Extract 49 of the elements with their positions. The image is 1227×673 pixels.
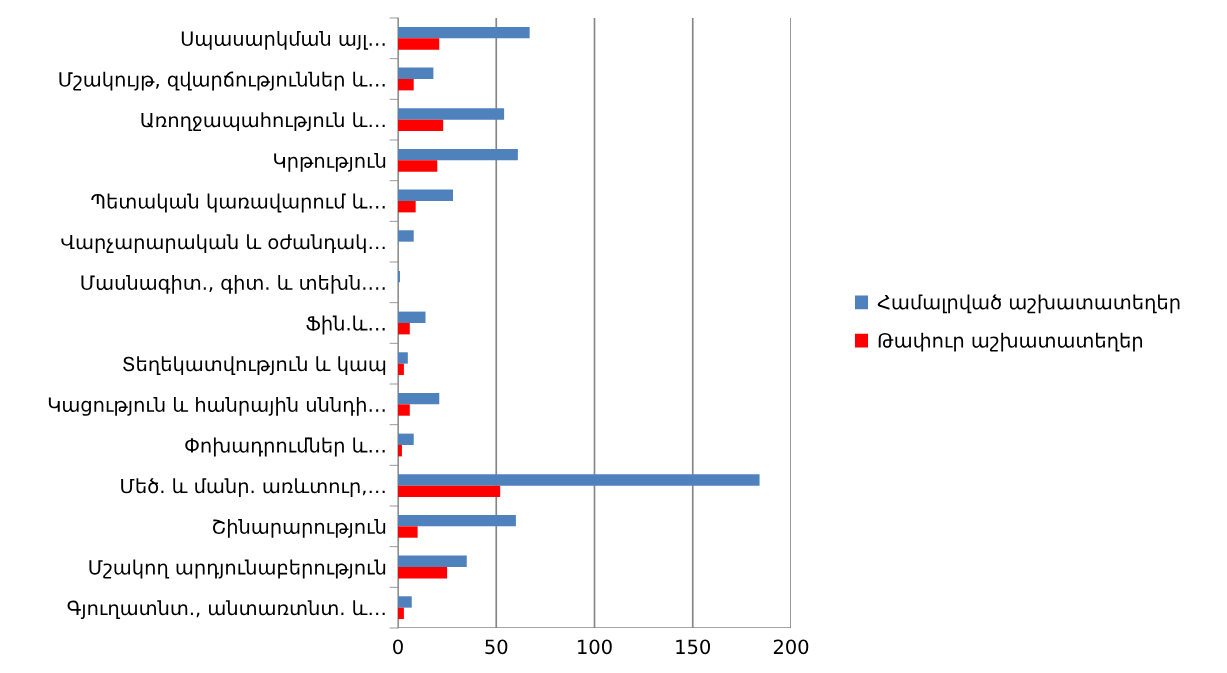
- y-tick-label: Մեծ. և մանր. առևտուր,…: [121, 478, 385, 498]
- x-tick-label: 0: [393, 639, 403, 655]
- bar: [398, 363, 404, 376]
- bar: [398, 119, 444, 132]
- bar: [398, 352, 408, 364]
- bar: [398, 323, 410, 335]
- bar: [398, 311, 426, 323]
- bar: [398, 526, 418, 538]
- bar: [398, 404, 410, 416]
- y-tick-label: Առողջապահություն և…: [141, 112, 385, 132]
- y-tick-label: Շինարարություն: [213, 518, 386, 538]
- y-tick-label: Մշակույթ, զվարճություններ և…: [59, 71, 385, 91]
- legend-label: Համալրված աշխատատեղեր: [877, 294, 1180, 314]
- bar: [398, 514, 516, 527]
- x-tick-label: 200: [773, 639, 809, 655]
- y-tick-label: Կացություն և հանրային սննդի…: [48, 396, 385, 416]
- bar: [398, 607, 404, 620]
- bar: [398, 392, 440, 405]
- y-tick-label: Գյուղատնտ., անտառտնտ. և…: [67, 600, 385, 620]
- y-tick-label: Տեղեկատվություն և կապ: [123, 356, 386, 376]
- bar: [398, 38, 440, 50]
- bar: [398, 148, 518, 161]
- bar: [398, 567, 448, 579]
- bar: [398, 79, 414, 91]
- x-tick-label: 50: [485, 639, 508, 655]
- bar: [398, 485, 501, 498]
- x-tick-label: 100: [578, 639, 612, 655]
- x-tick-label: 150: [676, 639, 711, 655]
- y-tick-label: Ֆին.և…: [306, 315, 385, 335]
- bar: [398, 445, 402, 457]
- y-tick-label: Վարչարարական և օժանդակ…: [61, 234, 385, 254]
- bar: [398, 474, 760, 486]
- y-tick-label: Մշակող արդյունաբերություն: [89, 559, 386, 579]
- bar: [398, 596, 412, 608]
- bar: [398, 26, 530, 39]
- bar: [398, 555, 467, 567]
- bar: [398, 433, 414, 445]
- y-tick-label: Պետական կառավարում և…: [91, 193, 385, 213]
- y-tick-label: Սպասարկման այլ…: [181, 30, 385, 50]
- bar: [398, 201, 416, 213]
- bar: [398, 189, 454, 201]
- y-tick-label: Մասնագիտ., գիտ. և տեխն.…: [81, 274, 385, 294]
- bar: [398, 160, 438, 172]
- y-tick-label: Փոխադրումներ և…: [185, 437, 385, 457]
- bar: [398, 108, 505, 120]
- bar: [398, 230, 414, 242]
- bar: [398, 67, 434, 79]
- y-tick-label: Կրթություն: [274, 152, 386, 172]
- legend-label: Թափուր աշխատատեղեր: [878, 332, 1142, 352]
